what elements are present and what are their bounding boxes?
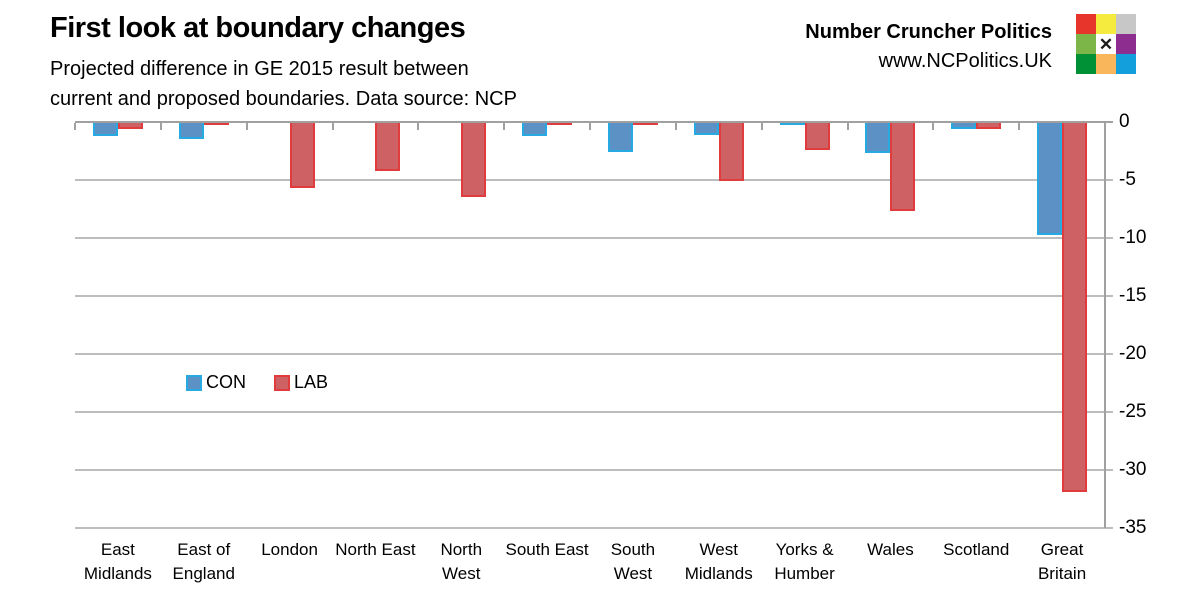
y-tick-label: 0	[1119, 111, 1130, 132]
gridline	[75, 237, 1113, 239]
y-axis-line	[1104, 122, 1106, 528]
bar-con-south-east	[522, 123, 548, 136]
x-axis-tick	[331, 123, 334, 130]
x-category-label: North West	[440, 540, 483, 583]
bar-con-yorks-humber	[779, 123, 805, 126]
chart-legend: CON LAB	[186, 372, 328, 393]
bar-lab-north-west	[461, 123, 487, 198]
x-axis-tick	[760, 123, 763, 130]
bar-lab-south-east	[547, 123, 573, 125]
x-axis-tick	[74, 123, 76, 130]
y-tick-label: -35	[1119, 517, 1147, 538]
ncp-logo-icon: ✕	[1076, 14, 1136, 74]
title-block: First look at boundary changes Projected…	[50, 12, 517, 114]
bar-lab-scotland	[976, 123, 1002, 129]
chart-subtitle: Projected difference in GE 2015 result b…	[50, 54, 517, 114]
bar-con-east-of-england	[178, 123, 204, 140]
logo-color-cell	[1076, 34, 1096, 54]
brand-name: Number Cruncher Politics	[805, 21, 1052, 43]
x-category-label: Great Britain	[1037, 540, 1087, 583]
logo-color-cell	[1096, 14, 1116, 34]
x-category-label: South East	[505, 540, 589, 559]
x-category-label: East Midlands	[83, 540, 152, 583]
x-category-label: London	[261, 540, 318, 559]
gridline	[75, 295, 1113, 297]
x-category-label: South West	[610, 540, 656, 583]
y-tick-label: -15	[1119, 285, 1147, 306]
bar-con-wales	[865, 123, 891, 154]
x-axis-tick	[159, 123, 162, 130]
gridline	[75, 527, 1113, 529]
logo-color-cell	[1076, 14, 1096, 34]
y-tick-label: -30	[1119, 459, 1147, 480]
x-axis-tick	[589, 123, 591, 130]
bar-con-scotland	[951, 123, 977, 129]
x-axis-tick	[503, 123, 506, 130]
bar-lab-east-midlands	[117, 123, 143, 129]
bar-lab-london	[289, 123, 315, 189]
x-category-label: Scotland	[943, 540, 1010, 559]
page-title: First look at boundary changes	[50, 12, 466, 44]
logo-color-cell	[1116, 14, 1136, 34]
bar-con-south-west	[607, 123, 633, 153]
gridline	[75, 179, 1113, 181]
x-axis-tick	[245, 123, 248, 130]
subtitle-line-1: Projected difference in GE 2015 result b…	[50, 58, 469, 80]
x-axis-tick	[417, 123, 420, 130]
x-category-label: North East	[335, 540, 416, 559]
x-category-label: West Midlands	[684, 540, 753, 583]
legend-swatch-con-icon	[186, 374, 202, 391]
subtitle-line-2: current and proposed boundaries. Data so…	[50, 88, 517, 110]
logo-color-cell	[1116, 34, 1136, 54]
y-tick-label: -20	[1119, 343, 1147, 364]
y-tick-label: -10	[1119, 227, 1147, 248]
gridline	[75, 411, 1113, 413]
x-axis-tick	[674, 123, 677, 130]
logo-color-cell	[1076, 54, 1096, 74]
legend-label-con: CON	[206, 372, 246, 392]
bar-lab-east-of-england	[203, 123, 229, 125]
logo-color-cell	[1096, 54, 1116, 74]
bar-lab-yorks-humber	[804, 123, 830, 150]
bar-lab-great-britain	[1062, 123, 1088, 493]
bar-lab-west-midlands	[718, 123, 744, 182]
y-tick-label: -5	[1119, 169, 1136, 190]
bar-con-east-midlands	[92, 123, 118, 136]
brand-url: www.NCPolitics.UK	[878, 50, 1052, 72]
logo-x-cell-icon: ✕	[1096, 34, 1116, 54]
x-category-label: East of England	[172, 540, 235, 583]
legend-swatch-lab-icon	[274, 374, 290, 391]
bar-lab-north-east	[375, 123, 401, 171]
gridline	[75, 469, 1113, 471]
legend-label-lab: LAB	[294, 372, 329, 392]
y-tick-label: -25	[1119, 401, 1147, 422]
bar-con-great-britain	[1037, 123, 1063, 235]
x-axis-tick	[932, 123, 935, 130]
gridline	[75, 353, 1113, 355]
logo-color-cell	[1116, 54, 1136, 74]
x-axis-tick	[846, 123, 849, 130]
bar-lab-south-west	[632, 123, 658, 125]
brand-block: Number Cruncher Politics www.NCPolitics.…	[805, 18, 1052, 76]
x-category-label: Yorks & Humber	[774, 540, 835, 583]
x-axis-zero-line	[75, 121, 1113, 123]
bar-con-west-midlands	[693, 123, 719, 135]
x-category-label: Wales	[867, 540, 914, 559]
x-axis-tick	[1104, 123, 1106, 130]
bar-lab-wales	[890, 123, 916, 212]
x-axis-tick	[1018, 123, 1021, 130]
